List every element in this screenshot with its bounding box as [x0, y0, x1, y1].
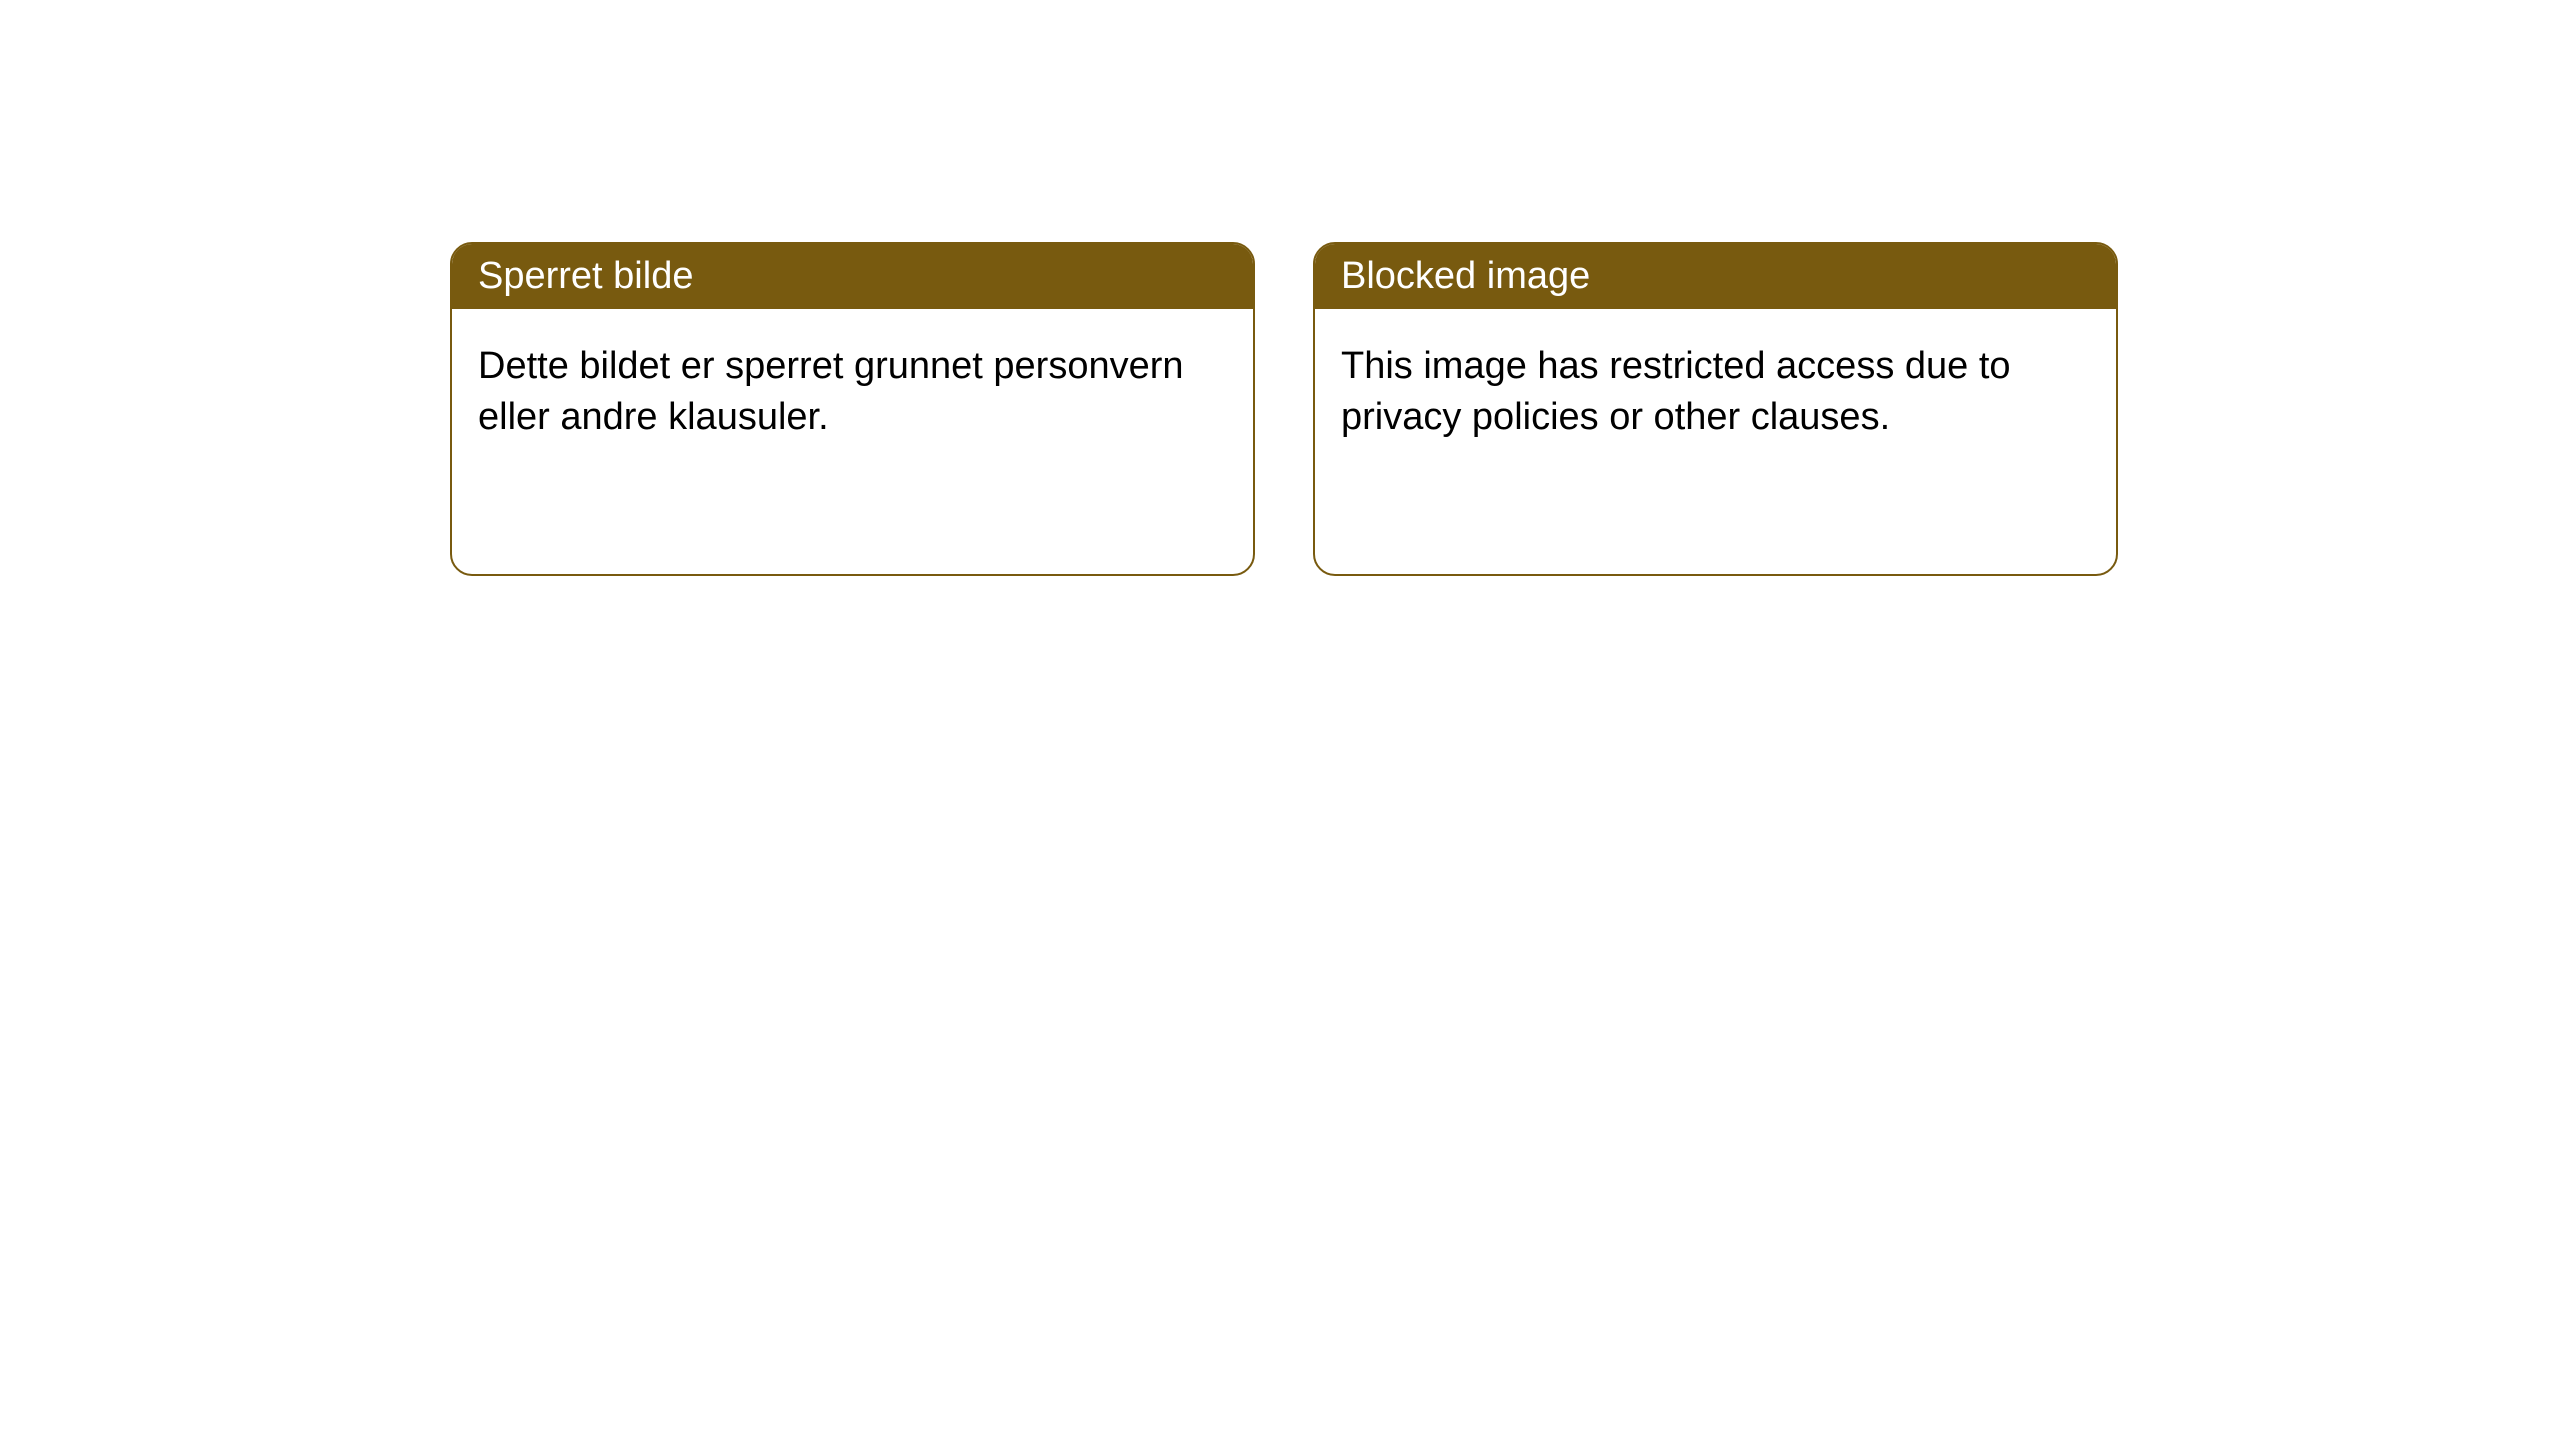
- card-header-no: Sperret bilde: [452, 244, 1253, 309]
- card-body-no: Dette bildet er sperret grunnet personve…: [452, 309, 1253, 476]
- blocked-image-card-no: Sperret bilde Dette bildet er sperret gr…: [450, 242, 1255, 576]
- card-header-en: Blocked image: [1315, 244, 2116, 309]
- card-body-en: This image has restricted access due to …: [1315, 309, 2116, 476]
- blocked-image-card-en: Blocked image This image has restricted …: [1313, 242, 2118, 576]
- notice-container: Sperret bilde Dette bildet er sperret gr…: [0, 0, 2560, 576]
